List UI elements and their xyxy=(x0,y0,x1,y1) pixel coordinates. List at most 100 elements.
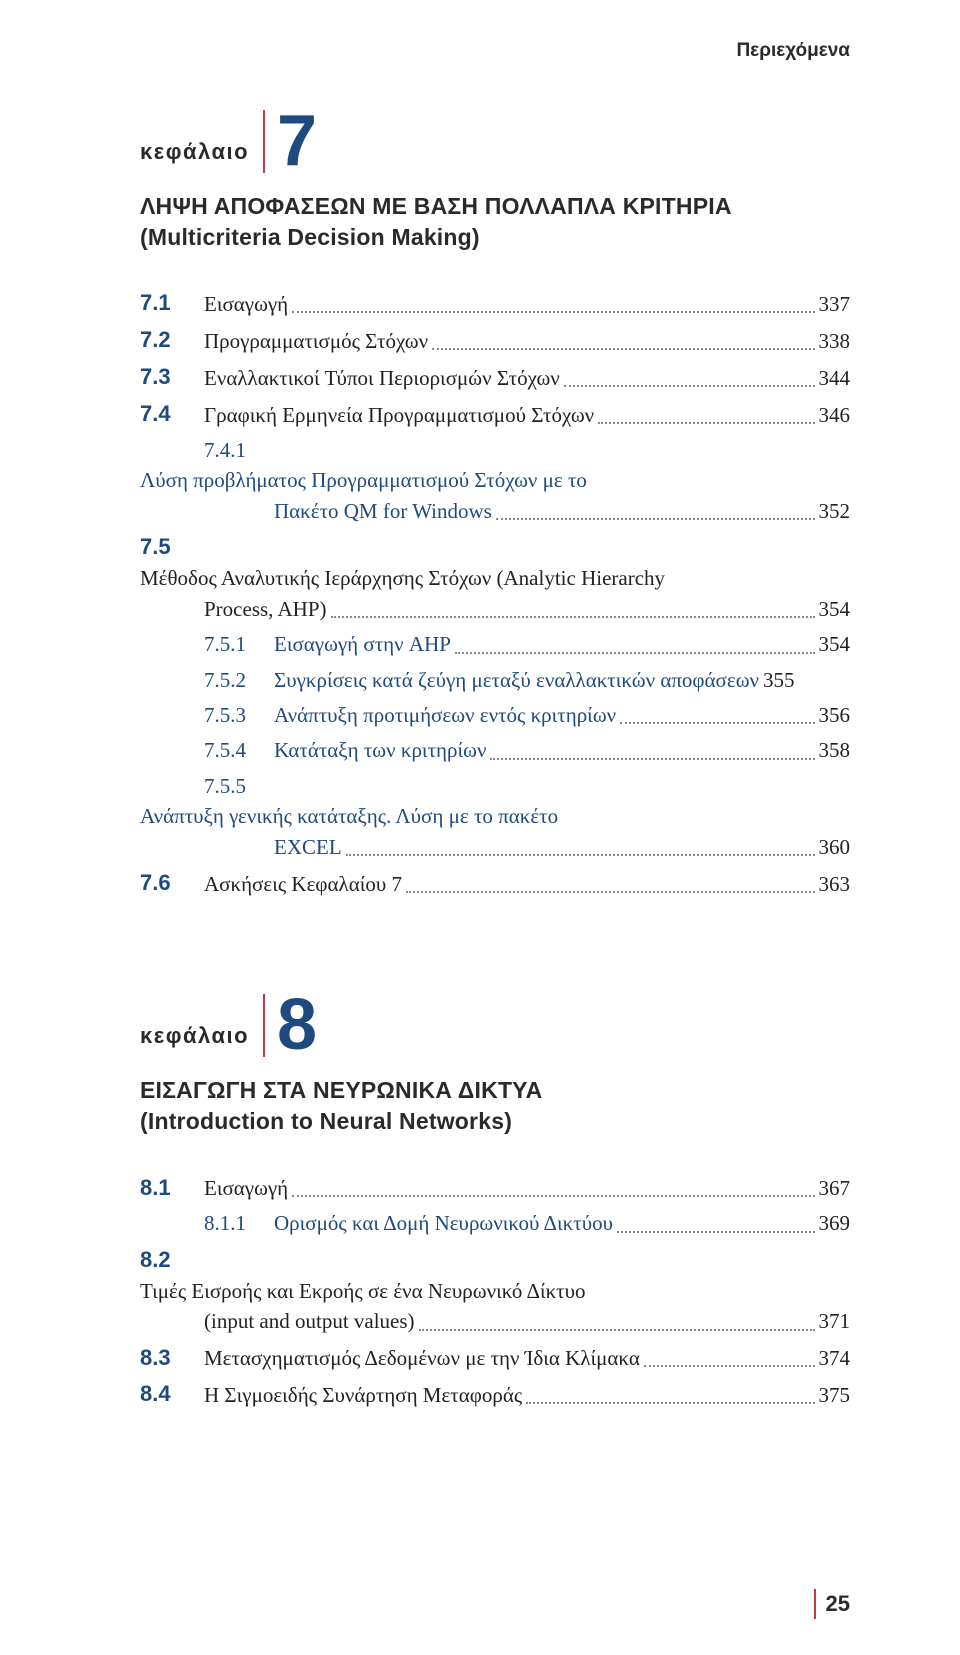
chapter-number-box: 7 xyxy=(263,110,317,173)
dot-leader xyxy=(598,422,814,424)
footer-page-number: 25 xyxy=(814,1589,850,1619)
toc-row: 7.5.1Εισαγωγή στην AHP354 xyxy=(140,629,850,659)
toc-label-continued: (input and output values) xyxy=(204,1306,415,1336)
dot-leader xyxy=(432,348,814,350)
toc-row: 8.3Μετασχηματισμός Δεδομένων με την Ίδια… xyxy=(140,1342,850,1374)
section-number: 7.1 xyxy=(140,287,204,319)
dot-leader xyxy=(490,758,814,760)
toc-page: 355 xyxy=(763,665,795,695)
toc-page: 346 xyxy=(819,400,851,430)
toc-row: 7.5.2Συγκρίσεις κατά ζεύγη μεταξύ εναλλα… xyxy=(140,665,850,695)
toc-row: 8.1.1Ορισμός και Δομή Νευρωνικού Δικτύου… xyxy=(140,1208,850,1238)
toc-page: 338 xyxy=(819,326,851,356)
section-number: 8.3 xyxy=(140,1342,204,1374)
chapter-word: κεφάλαιο xyxy=(140,139,249,173)
section-number: 8.4 xyxy=(140,1378,204,1410)
toc-page: 354 xyxy=(819,594,851,624)
chapter-number: 8 xyxy=(277,994,317,1057)
toc-page: 352 xyxy=(819,496,851,526)
toc-label: Ορισμός και Δομή Νευρωνικού Δικτύου xyxy=(274,1208,613,1238)
chapter-title: ΕΙΣΑΓΩΓΗ ΣΤΑ ΝΕΥΡΩΝΙΚΑ ΔΙΚΤΥΑ(Introducti… xyxy=(140,1075,850,1137)
toc-label-continued: Process, AHP) xyxy=(204,594,327,624)
toc-label: Η Σιγμοειδής Συνάρτηση Μεταφοράς xyxy=(204,1380,522,1410)
chapter-title-line: ΕΙΣΑΓΩΓΗ ΣΤΑ ΝΕΥΡΩΝΙΚΑ ΔΙΚΤΥΑ xyxy=(140,1075,850,1106)
subsection-number: 8.1.1 xyxy=(204,1208,274,1238)
toc-label: Εισαγωγή xyxy=(204,289,288,319)
dot-leader xyxy=(617,1231,815,1233)
dot-leader xyxy=(346,854,815,856)
subsection-number: 7.5.3 xyxy=(204,700,274,730)
subsection-number: 7.5.2 xyxy=(204,665,274,695)
toc-page: 354 xyxy=(819,629,851,659)
chapter-number: 7 xyxy=(277,110,317,173)
page-number: 25 xyxy=(826,1591,850,1617)
dot-leader xyxy=(526,1402,814,1404)
toc-page: 356 xyxy=(819,700,851,730)
toc-label: Εναλλακτικοί Τύποι Περιορισμών Στόχων xyxy=(204,363,560,393)
dot-leader xyxy=(455,652,815,654)
dot-leader xyxy=(292,311,814,313)
toc-page: 363 xyxy=(819,869,851,899)
dot-leader xyxy=(292,1195,814,1197)
toc-label: Λύση προβλήματος Προγραμματισμού Στόχων … xyxy=(140,465,587,495)
chapter-title: ΛΗΨΗ ΑΠΟΦΑΣΕΩΝ ΜΕ ΒΑΣΗ ΠΟΛΛΑΠΛΑ ΚΡΙΤΗΡΙΑ… xyxy=(140,191,850,253)
toc-label: Εισαγωγή στην AHP xyxy=(274,629,451,659)
toc-page: 360 xyxy=(819,832,851,862)
section-number: 7.5 xyxy=(140,531,204,563)
toc-row: 8.2Τιμές Εισροής και Εκροής σε ένα Νευρω… xyxy=(140,1244,850,1337)
toc-page: 375 xyxy=(819,1380,851,1410)
toc-page: 371 xyxy=(819,1306,851,1336)
toc-label: Μέθοδος Αναλυτικής Ιεράρχησης Στόχων (An… xyxy=(140,563,665,593)
toc-label: Τιμές Εισροής και Εκροής σε ένα Νευρωνικ… xyxy=(140,1276,586,1306)
chapter-heading: κεφάλαιο 8 xyxy=(140,994,850,1057)
chapter-subtitle-line: (Multicriteria Decision Making) xyxy=(140,222,850,253)
toc-page: 369 xyxy=(819,1208,851,1238)
toc-page: 344 xyxy=(819,363,851,393)
chapter-heading: κεφάλαιο 7 xyxy=(140,110,850,173)
toc-page: 374 xyxy=(819,1343,851,1373)
toc-row: 7.2Προγραμματισμός Στόχων338 xyxy=(140,324,850,356)
dot-leader xyxy=(620,722,814,724)
section-number: 8.1 xyxy=(140,1172,204,1204)
toc-label: Εισαγωγή xyxy=(204,1173,288,1203)
dot-leader xyxy=(644,1365,815,1367)
chapter-number-box: 8 xyxy=(263,994,317,1057)
section-number: 7.3 xyxy=(140,361,204,393)
toc-label-continued: EXCEL xyxy=(274,832,342,862)
toc-label: Ανάπτυξη γενικής κατάταξης. Λύση με το π… xyxy=(140,801,558,831)
toc-row: 7.4Γραφική Ερμηνεία Προγραμματισμού Στόχ… xyxy=(140,398,850,430)
toc-row: 7.5Μέθοδος Αναλυτικής Ιεράρχησης Στόχων … xyxy=(140,531,850,624)
toc-list: 8.1Εισαγωγή367 8.1.1Ορισμός και Δομή Νευρ… xyxy=(140,1172,850,1411)
toc-label-continued: Πακέτο QM for Windows xyxy=(274,496,492,526)
toc-label: Γραφική Ερμηνεία Προγραμματισμού Στόχων xyxy=(204,400,594,430)
toc-row: 7.5.3Ανάπτυξη προτιμήσεων εντός κριτηρίω… xyxy=(140,700,850,730)
dot-leader xyxy=(496,518,815,520)
dot-leader xyxy=(406,891,815,893)
dot-leader xyxy=(331,616,815,618)
dot-leader xyxy=(564,385,815,387)
toc-page: 358 xyxy=(819,735,851,765)
toc-label: Συγκρίσεις κατά ζεύγη μεταξύ εναλλακτικώ… xyxy=(274,665,759,695)
toc-label: Προγραμματισμός Στόχων xyxy=(204,326,428,356)
toc-row: 7.5.5Ανάπτυξη γενικής κατάταξης. Λύση με… xyxy=(140,771,850,862)
chapter-spacer xyxy=(140,904,850,994)
footer-divider xyxy=(814,1589,816,1619)
chapter-block: κεφάλαιο 8 ΕΙΣΑΓΩΓΗ ΣΤΑ ΝΕΥΡΩΝΙΚΑ ΔΙΚΤΥΑ(I… xyxy=(140,994,850,1410)
toc-row: 8.1Εισαγωγή367 xyxy=(140,1172,850,1204)
toc-label: Κατάταξη των κριτηρίων xyxy=(274,735,486,765)
toc-row: 7.1Εισαγωγή 337 xyxy=(140,287,850,319)
section-number: 7.6 xyxy=(140,867,204,899)
chapter-subtitle-line: (Introduction to Neural Networks) xyxy=(140,1106,850,1137)
toc-label: Μετασχηματισμός Δεδομένων με την Ίδια Κλ… xyxy=(204,1343,640,1373)
toc-row: 7.4.1Λύση προβλήματος Προγραμματισμού Στ… xyxy=(140,435,850,526)
toc-row-wrap: Πακέτο QM for Windows 352 xyxy=(140,496,850,526)
chapter-block: κεφάλαιο 7 ΛΗΨΗ ΑΠΟΦΑΣΕΩΝ ΜΕ ΒΑΣΗ ΠΟΛΛΑΠΛΑ… xyxy=(140,110,850,899)
toc-label: Ασκήσεις Κεφαλαίου 7 xyxy=(204,869,402,899)
chapter-word: κεφάλαιο xyxy=(140,1023,249,1057)
toc-list: 7.1Εισαγωγή3377.2Προγραμματισμός Στόχων3… xyxy=(140,287,850,899)
subsection-number: 7.4.1 xyxy=(204,435,274,465)
toc-row: 7.6Ασκήσεις Κεφαλαίου 7 363 xyxy=(140,867,850,899)
toc-row-wrap: (input and output values) 371 xyxy=(140,1306,850,1336)
toc-page: 337 xyxy=(819,289,851,319)
chapter-title-line: ΛΗΨΗ ΑΠΟΦΑΣΕΩΝ ΜΕ ΒΑΣΗ ΠΟΛΛΑΠΛΑ ΚΡΙΤΗΡΙΑ xyxy=(140,191,850,222)
